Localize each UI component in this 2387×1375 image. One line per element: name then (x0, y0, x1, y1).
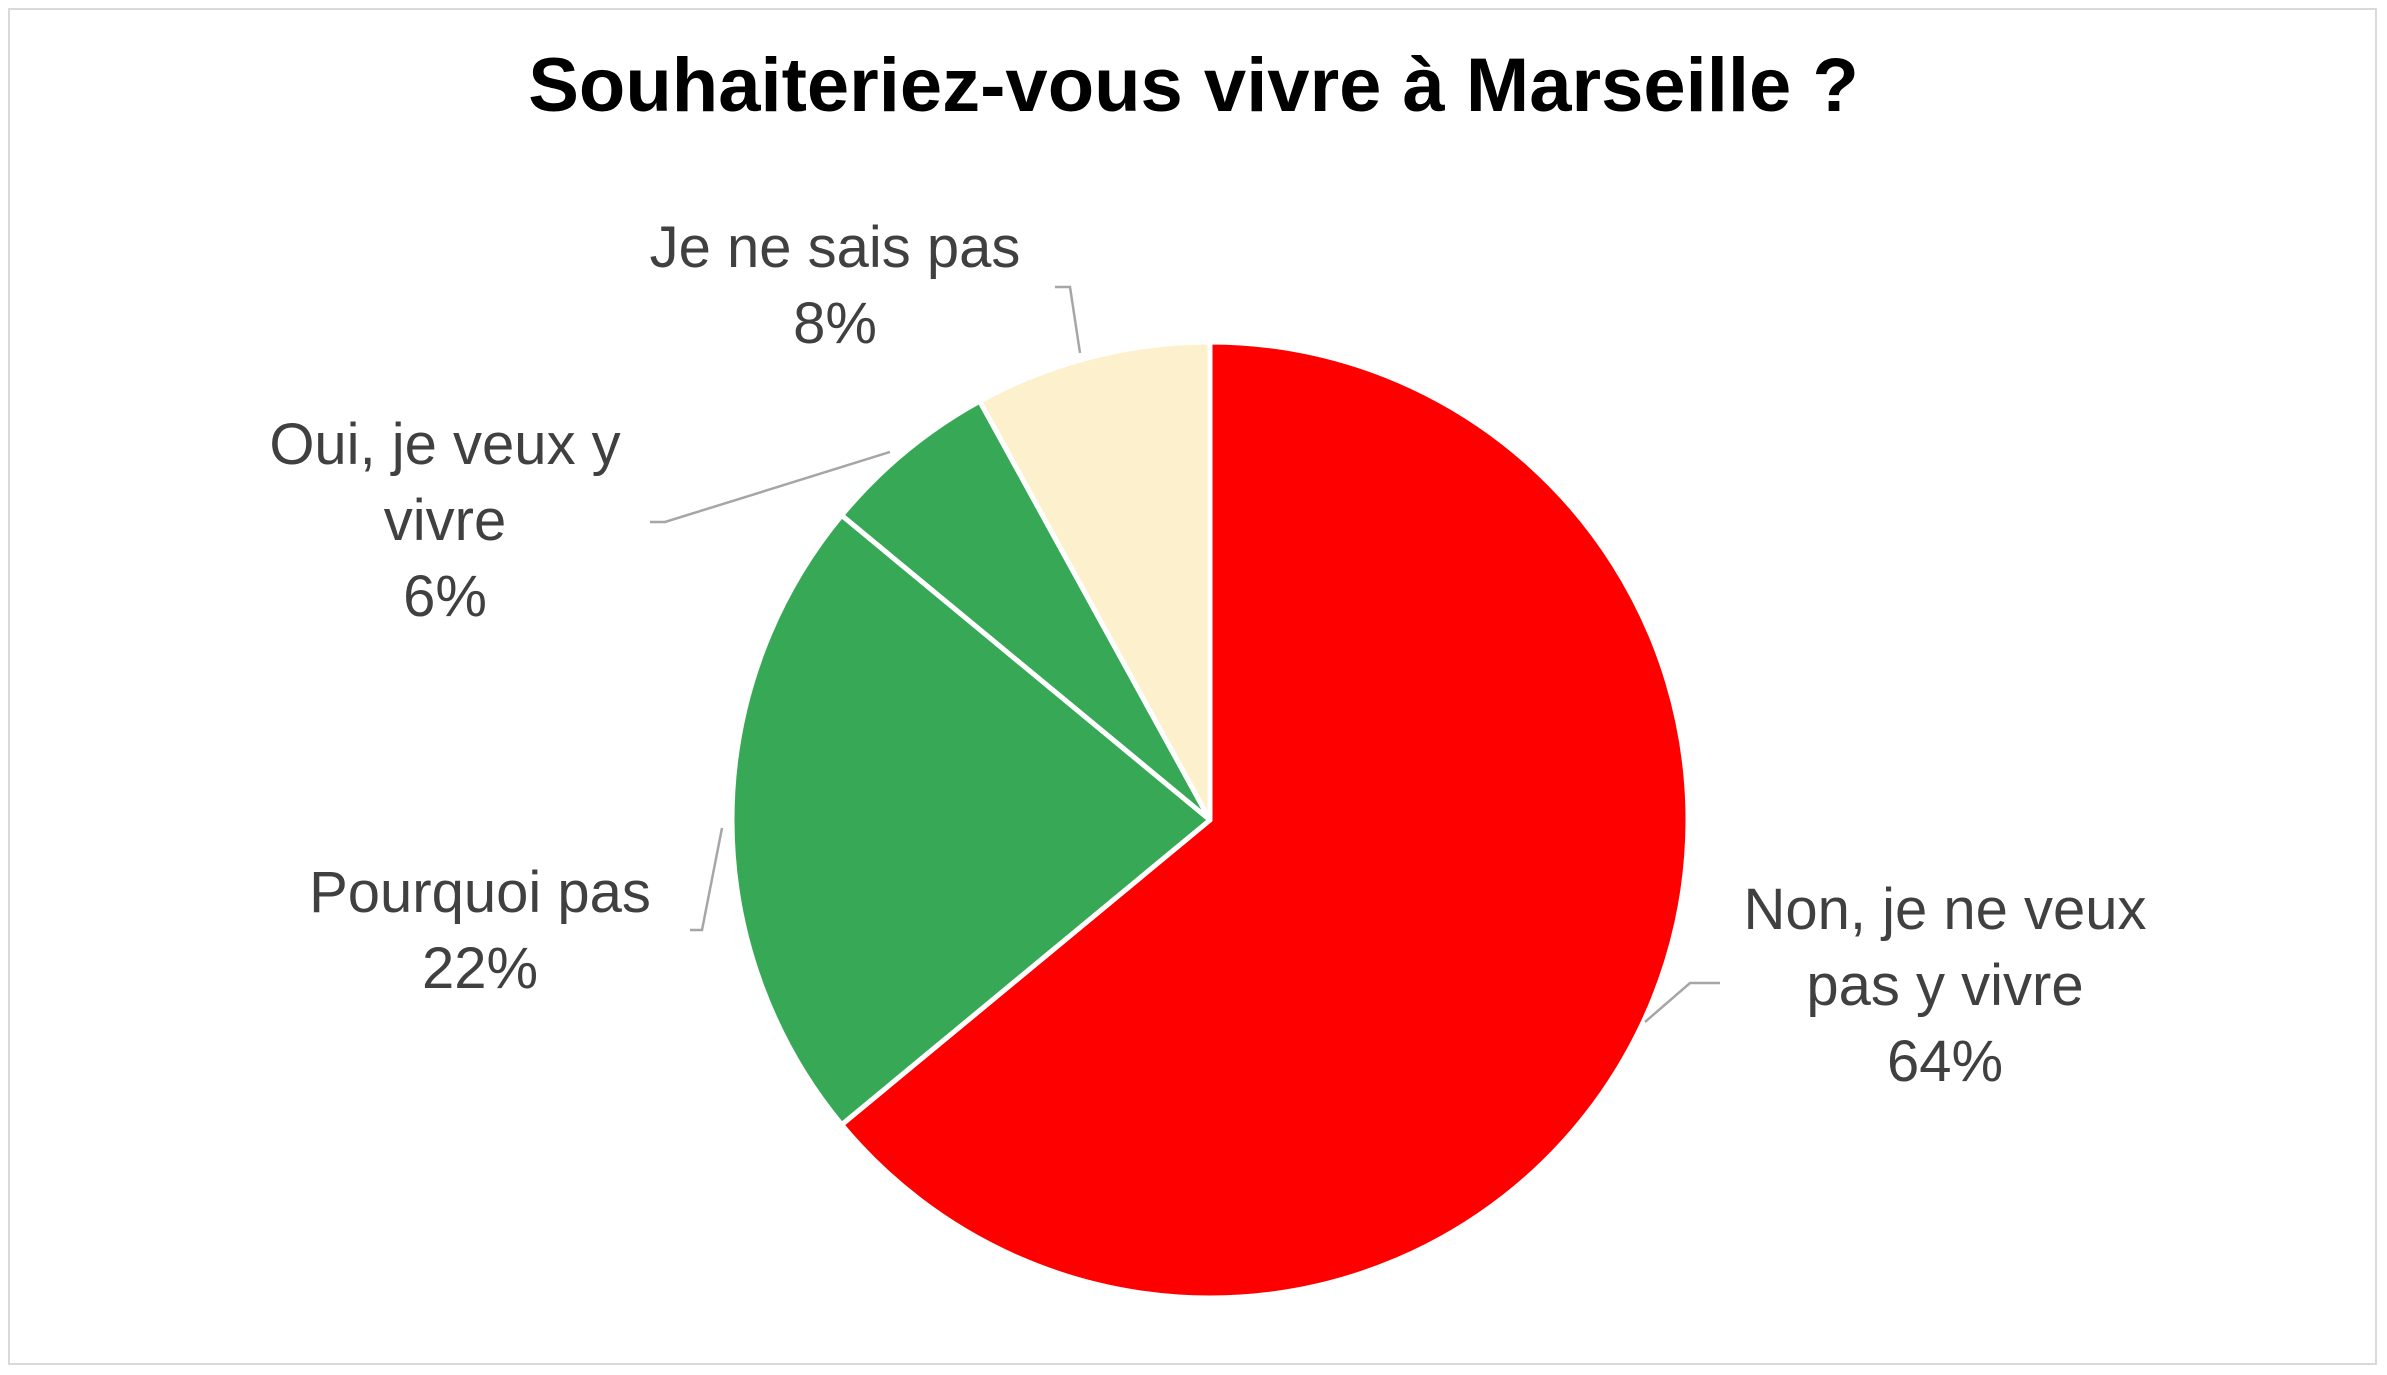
slice-non (839, 339, 1691, 1301)
label-je-ne-sais-pas: Je ne sais pas 8% (650, 215, 1021, 356)
data-label-category: Non, je ne veux (1743, 877, 2146, 942)
slice-oui (839, 398, 1213, 823)
data-label-category: Pourquoi pas (309, 860, 651, 925)
data-label-value: 22% (422, 936, 538, 1001)
data-label-value: 8% (793, 291, 877, 356)
leader-line (650, 450, 891, 524)
data-label-category: Oui, je veux y (269, 412, 620, 477)
leader-line (1644, 981, 1720, 1023)
data-label-category: vivre (384, 488, 506, 553)
leader-line (1055, 285, 1082, 354)
slice-je-ne-sais-pas (977, 339, 1213, 823)
data-label-value: 64% (1887, 1029, 2003, 1094)
data-label-category: Je ne sais pas (650, 215, 1021, 280)
label-pourquoi-pas: Pourquoi pas 22% (309, 860, 651, 1001)
data-label-category: pas y vivre (1806, 953, 2083, 1018)
slice-pourquoi-pas (729, 512, 1213, 1128)
leader-line (690, 827, 724, 932)
chart-title: Souhaiteriez-vous vivre à Marseille ? (528, 43, 1859, 128)
label-oui: Oui, je veux y vivre 6% (269, 412, 620, 629)
data-label-value: 6% (403, 564, 487, 629)
label-non: Non, je ne veux pas y vivre 64% (1743, 877, 2146, 1094)
